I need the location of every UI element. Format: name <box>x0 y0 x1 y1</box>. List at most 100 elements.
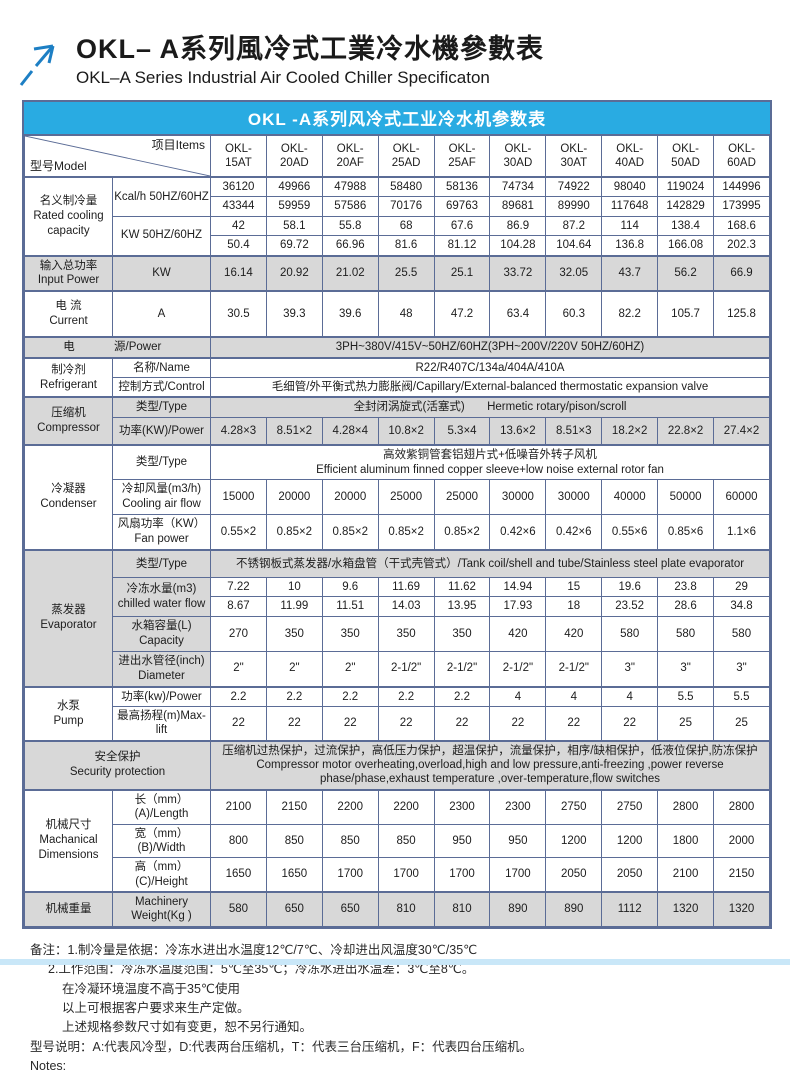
spec-value-cell: 69763 <box>433 196 491 217</box>
spec-value-cell: 2050 <box>545 857 603 893</box>
spec-value-cell: 1700 <box>321 857 379 893</box>
section-label-zh: 输入总功率 <box>39 259 98 272</box>
power-supply-value: 3PH~380V/415V~50HZ/60HZ(3PH~200V/220V 50… <box>210 336 770 359</box>
spec-value-cell: 22 <box>601 705 659 742</box>
spec-value-cell: 350 <box>377 615 435 652</box>
spec-value-cell: 56.2 <box>657 254 715 292</box>
spec-value-cell: 114 <box>601 215 659 237</box>
spec-value-cell: 2750 <box>601 788 659 825</box>
pump-lift-row: 最高扬程(m)Max-lift 22 22 22 22 22 22 22 22 25 25 <box>25 705 770 742</box>
spec-value-cell: 3" <box>601 650 659 688</box>
spec-value-cell: 86.9 <box>489 215 547 237</box>
rated-kcal-60hz-row: 43344 59959 57586 70176 69763 89681 89990 11764… <box>25 196 770 217</box>
spec-value-cell: 142829 <box>657 196 715 217</box>
spec-value-cell: 25 <box>713 705 770 742</box>
spec-value-cell: 950 <box>433 823 491 859</box>
section-label-zh: 压缩机 <box>51 407 86 420</box>
spec-value-cell: 87.2 <box>545 215 603 237</box>
page-title: OKL– A系列風冷式工業冷水機參數表 <box>76 34 545 64</box>
security-text-zh: 压缩机过热保护，过流保护，高低压力保护，超温保护，流量保护，相序/缺相保护，低液… <box>222 744 758 757</box>
spec-value-cell: 1320 <box>657 890 715 927</box>
spec-value-cell: 18 <box>545 596 603 617</box>
spec-value-cell: 104.64 <box>545 235 603 256</box>
spec-value-cell: 11.51 <box>321 596 379 617</box>
section-label-en: Pump <box>53 714 84 727</box>
spec-value-cell: 74922 <box>545 176 603 198</box>
spec-value-cell: 2150 <box>265 788 323 825</box>
evaporator-flow-60hz-row: 8.67 11.99 11.51 14.03 13.95 17.93 18 23.52 28.6… <box>25 596 770 617</box>
section-label-zh: 制冷剂 <box>51 363 86 376</box>
power-supply-label-zh: 电 <box>63 341 75 354</box>
row-label-length: 长（mm）(A)/Length <box>112 788 211 825</box>
row-label-en: Diameter <box>138 669 185 682</box>
spec-value-cell: 36120 <box>210 176 267 198</box>
row-label-en: chilled water flow <box>117 597 206 610</box>
compressor-power-row: 功率(KW)/Power 4.28×3 8.51×2 4.28×4 10.8×2 5.3… <box>25 416 770 446</box>
evaporator-tank-row: 水箱容量(L) Capacity 270 350 350 350 350 420 420 58… <box>25 615 770 652</box>
row-label-fan-power: 风扇功率（KW） Fan power <box>112 513 211 551</box>
row-label-kw: KW 50HZ/60HZ <box>112 215 211 257</box>
spec-value-cell: 2.2 <box>265 685 323 707</box>
spec-value-cell: 2200 <box>321 788 379 825</box>
spec-value-cell: 0.85×2 <box>265 513 323 551</box>
section-label-en: Security protection <box>69 766 166 779</box>
row-label-height: 高（mm）(C)/Height <box>112 857 211 893</box>
spec-value-cell: 22 <box>321 705 379 742</box>
spec-value-cell: 50000 <box>657 478 715 515</box>
spec-value-cell: 4 <box>601 685 659 707</box>
model-column-header: OKL- 30AD <box>489 134 547 178</box>
condenser-airflow-row: 冷却风量(m3/h) Cooling air flow 15000 20000 20… <box>25 478 770 515</box>
spec-value-cell: 69.72 <box>265 235 323 256</box>
spec-value-cell: 117648 <box>601 196 659 217</box>
note-line: 备注：1.制冷量是依据：冷冻水进出水温度12℃/7℃、冷却进出风温度30℃/35… <box>30 942 478 957</box>
spec-value-cell: 70176 <box>377 196 435 217</box>
condenser-fan-row: 风扇功率（KW） Fan power 0.55×2 0.85×2 0.85×2 0.8… <box>25 513 770 551</box>
spec-value-cell: 19.6 <box>601 576 659 598</box>
spec-value-cell: 18.2×2 <box>601 416 659 446</box>
power-supply-label-en: 源/Power <box>114 341 162 354</box>
row-label-en: Fan power <box>134 532 189 545</box>
spec-value-cell: 16.14 <box>210 254 267 292</box>
spec-value-cell: 4.28×3 <box>210 416 267 446</box>
spec-value-cell: 40000 <box>601 478 659 515</box>
row-label-pipe-diameter: 进出水管径(inch) Diameter <box>112 650 211 688</box>
spec-value-cell: 2300 <box>433 788 491 825</box>
section-label-rated: 名义制冷量 Rated cooling capacity <box>24 176 113 256</box>
section-label-en: Rated cooling capacity <box>33 209 104 237</box>
spec-value-cell: 32.05 <box>545 254 603 292</box>
section-label-en: Evaporator <box>40 619 97 632</box>
spec-value-cell: 810 <box>433 890 491 927</box>
spec-value-cell: 48 <box>377 290 435 338</box>
spec-value-cell: 63.4 <box>489 290 547 338</box>
spec-value-cell: 74734 <box>489 176 547 198</box>
spec-value-cell: 1800 <box>657 823 715 859</box>
row-label-zh: 冷冻水量(m3) <box>126 582 197 595</box>
row-label-control: 控制方式/Control <box>112 377 211 398</box>
spec-value-cell: 7.22 <box>210 576 267 598</box>
row-label-power-supply: 电 源/Power <box>24 336 211 359</box>
section-label-pump: 水泵 Pump <box>24 685 113 742</box>
spec-value-cell: 43.7 <box>601 254 659 292</box>
spec-value-cell: 420 <box>545 615 603 652</box>
row-label-width: 宽（mm）(B)/Width <box>112 823 211 859</box>
spec-value-cell: 2800 <box>657 788 715 825</box>
spec-value-cell: 8.51×2 <box>265 416 323 446</box>
refrigerant-name-row: 制冷剂 Refrigerant 名称/Name R22/R407C/134a/4… <box>24 356 770 398</box>
section-label-condenser: 冷凝器 Condenser <box>24 444 113 551</box>
row-label-weight-kg: Machinery Weight(Kg ) <box>112 890 211 927</box>
security-protection-value: 压缩机过热保护，过流保护，高低压力保护，超温保护，流量保护，相序/缺相保护，低液… <box>210 739 770 791</box>
spec-value-cell: 173995 <box>713 196 770 217</box>
spec-value-cell: 22.8×2 <box>657 416 715 446</box>
input-power-row: 输入总功率 Input Power KW 16.14 20.92 21.02 25.5… <box>24 254 770 292</box>
evaporator-type-row: 蒸发器 Evaporator 类型/Type 不锈钢板式蒸发器/水箱盘管（干式壳… <box>24 548 770 687</box>
spec-value-cell: 4.28×4 <box>321 416 379 446</box>
spec-value-cell: 2150 <box>713 857 770 893</box>
spec-value-cell: 2100 <box>210 788 267 825</box>
spec-value-cell: 11.99 <box>265 596 323 617</box>
table-banner-title: OKL -A系列风冷式工业冷水机参数表 <box>24 102 770 134</box>
spec-value-cell: 580 <box>601 615 659 652</box>
spec-value-cell: 166.08 <box>657 235 715 256</box>
model-column-header: OKL- 20AD <box>265 134 323 178</box>
spec-value-cell: 2000 <box>713 823 770 859</box>
refrigerant-control-value: 毛细管/外平衡式热力膨胀阀/Capillary/External-balance… <box>210 377 770 398</box>
